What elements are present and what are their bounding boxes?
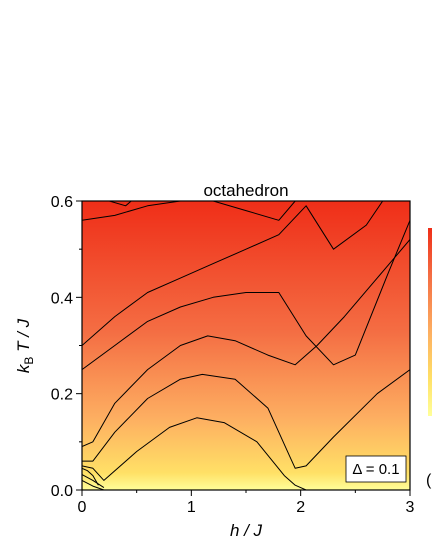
contour-line-3 (82, 467, 99, 486)
y-tick-label: 0.6 (51, 194, 73, 211)
y-tick-label: 0.2 (51, 387, 73, 404)
annotation-box (345, 455, 407, 483)
y-axis-ticks: 0.0 0.2 0.4 0.6 (51, 194, 82, 500)
contour-line-8 (82, 201, 384, 346)
contour-line-7 (82, 220, 410, 371)
y-axis-title-rest: T / J (14, 318, 33, 356)
chart-title: octahedron (203, 181, 288, 200)
contour-line-5 (82, 369, 410, 469)
y-axis-title-sub: B (22, 357, 36, 365)
contour-line-10 (109, 201, 132, 207)
contour-line-2 (82, 474, 105, 489)
y-axis-title: kB T / J (14, 318, 36, 373)
colorbar (428, 228, 432, 416)
y-tick-label: 0.4 (51, 290, 73, 307)
x-tick-label: 2 (296, 499, 305, 516)
y-axis-title-k: k (14, 363, 33, 373)
contour-line-4 (82, 417, 307, 490)
delta-annotation: Δ = 0.1 (352, 461, 399, 478)
y-tick-label: 0.0 (51, 483, 73, 500)
x-tick-label: 3 (406, 499, 415, 516)
x-axis-title: h / J (230, 521, 263, 540)
contour-line-1 (82, 479, 105, 490)
contour-lines (82, 201, 410, 490)
contour-line-9 (82, 201, 296, 221)
colorbar-partial-label: ( (426, 472, 432, 489)
contour-line-6 (82, 239, 410, 448)
x-tick-label: 0 (78, 499, 87, 516)
x-tick-label: 1 (187, 499, 196, 516)
x-axis-ticks: 0 1 2 3 (78, 490, 415, 516)
